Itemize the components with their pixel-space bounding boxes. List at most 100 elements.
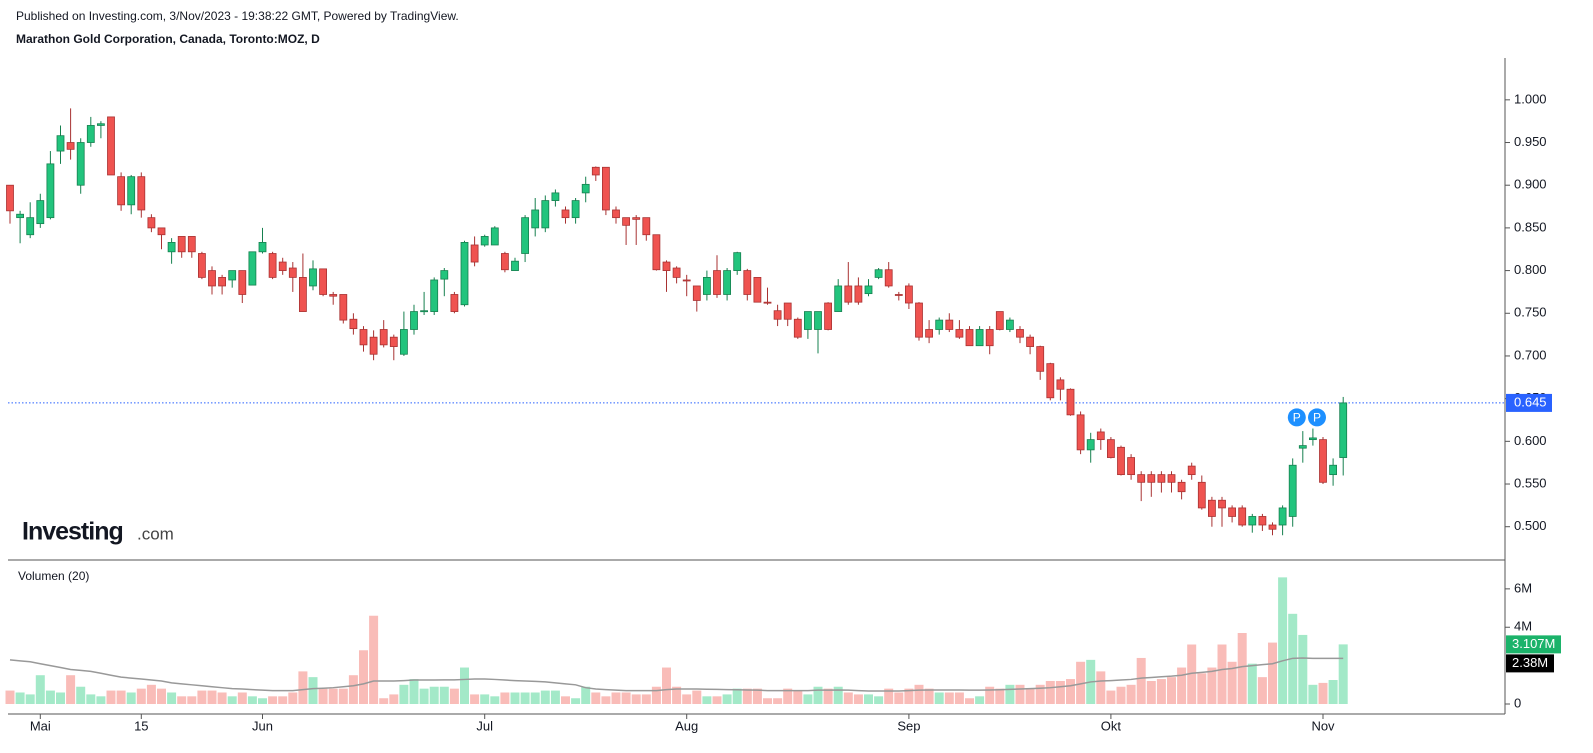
candle-body	[490, 227, 499, 246]
volume-bar	[975, 696, 985, 704]
volume-bar	[96, 696, 106, 704]
candle-body	[884, 269, 893, 287]
volume-bar	[813, 686, 823, 704]
volume-bar	[1015, 684, 1025, 704]
candle-body	[864, 285, 873, 295]
volume-bar	[1278, 577, 1288, 704]
candle-body	[551, 192, 560, 201]
last-volume-box	[1506, 635, 1561, 654]
volume-bar	[177, 696, 187, 704]
volume-bar	[662, 667, 671, 704]
candle-body	[76, 142, 85, 186]
volume-bar	[1096, 671, 1106, 704]
candle-body	[521, 217, 529, 254]
volume-bar	[308, 677, 318, 704]
volume-bar	[1136, 657, 1146, 704]
volume-bar	[773, 698, 783, 704]
volume-bar	[35, 675, 45, 704]
candle-body	[945, 319, 954, 330]
candle-body	[258, 242, 267, 253]
volume-bar	[45, 690, 55, 704]
volume-bar	[1308, 684, 1318, 704]
volume-bar	[591, 692, 601, 704]
candle-body	[955, 329, 964, 338]
volume-bar	[1318, 682, 1328, 704]
candle-body	[309, 268, 317, 287]
volume-bar	[682, 694, 692, 704]
volume-bar	[672, 686, 682, 704]
volume-bar	[894, 692, 904, 704]
volume-bar	[187, 696, 197, 704]
volume-bar	[247, 696, 257, 704]
candle-body	[753, 277, 762, 303]
volume-bar	[561, 696, 570, 704]
annotation-marker	[1308, 408, 1326, 427]
candle-body	[965, 329, 974, 347]
volume-bar	[1045, 680, 1055, 704]
y-tick-label: 0.950	[1514, 134, 1547, 149]
candle-body	[298, 277, 307, 312]
candle-body	[1137, 474, 1146, 483]
volume-bar	[783, 688, 793, 704]
volume-bar	[1298, 634, 1308, 704]
instrument-title: Marathon Gold Corporation, Canada, Toron…	[16, 32, 320, 46]
volume-bar	[692, 690, 702, 704]
x-tick-label: 15	[134, 718, 148, 733]
candle-body	[379, 329, 388, 346]
candle-body	[177, 236, 186, 253]
candle-body	[97, 123, 105, 126]
volume-bar	[399, 684, 409, 704]
volume-bar	[864, 694, 873, 704]
candle-body	[86, 125, 95, 143]
volume-bar	[227, 696, 237, 704]
y-tick-label: 0.850	[1514, 219, 1547, 234]
volume-bar	[25, 694, 35, 704]
candle-body	[430, 279, 439, 312]
volume-bar	[5, 690, 15, 704]
candle-body	[440, 270, 449, 280]
volume-bar	[904, 688, 914, 704]
candle-body	[167, 242, 176, 253]
candle-body	[369, 336, 378, 355]
candle-body	[975, 329, 984, 347]
candle-body	[460, 242, 469, 306]
annotation-text: P	[1313, 411, 1321, 425]
candle-body	[925, 329, 933, 338]
candle-body	[733, 252, 742, 271]
candle-body	[672, 267, 681, 278]
volume-bar	[348, 675, 358, 704]
candle-body	[804, 311, 812, 330]
candle-body	[531, 209, 540, 229]
candle-body	[713, 270, 721, 295]
volume-bar	[460, 667, 469, 704]
candle-body	[147, 217, 156, 229]
y-tick-label: 0.600	[1514, 433, 1547, 448]
candle-body	[1016, 329, 1024, 338]
y-tick-label: 0.700	[1514, 347, 1547, 362]
volume-bar	[571, 698, 581, 704]
x-tick-label: Aug	[675, 718, 698, 733]
candle-body	[1127, 457, 1135, 476]
volume-bar	[1328, 680, 1338, 704]
candle-body	[1107, 439, 1115, 458]
volume-bar	[338, 688, 348, 704]
candle-body	[288, 267, 297, 278]
volume-bar	[258, 698, 267, 704]
volume-bar	[924, 688, 934, 704]
volume-bar	[429, 686, 439, 704]
volume-bar	[126, 692, 136, 704]
volume-bar	[449, 688, 459, 704]
y2-tick-label: 6M	[1514, 580, 1532, 595]
volume-bar	[520, 692, 530, 704]
candle-body	[1298, 445, 1307, 449]
candle-body	[26, 217, 35, 236]
volume-bar	[995, 688, 1005, 704]
volume-title: Volumen (20)	[18, 569, 89, 583]
volume-bar	[1207, 667, 1217, 704]
candle-body	[319, 268, 328, 295]
volume-bar	[15, 692, 25, 704]
candle-body	[622, 217, 630, 226]
volume-bar	[237, 692, 247, 704]
candle-body	[824, 302, 832, 330]
